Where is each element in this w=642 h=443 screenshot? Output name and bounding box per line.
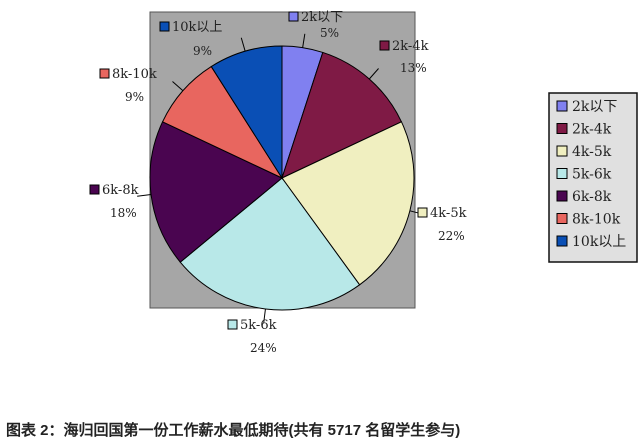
- slice-category-label: 6k-8k: [102, 183, 139, 198]
- label-swatch: [417, 207, 428, 218]
- legend-entry: 2k以下: [572, 99, 617, 115]
- slice-percent-label: 24%: [250, 341, 277, 355]
- leader-line: [240, 37, 246, 52]
- slice-percent-label: 13%: [400, 61, 427, 75]
- leader-line: [172, 81, 184, 92]
- slice-percent-label: 5%: [320, 26, 339, 40]
- slice-category-label: 8k-10k: [112, 67, 157, 82]
- legend-swatch: [556, 235, 568, 247]
- legend-entry: 4k-5k: [572, 144, 612, 160]
- leader-line: [263, 308, 266, 323]
- pie-slice-6: [210, 45, 283, 180]
- label-swatch: [159, 21, 170, 32]
- legend-swatch: [556, 190, 568, 202]
- pie-slice-2: [281, 121, 415, 286]
- figure-caption: 图表 2：海归回国第一份工作薪水最低期待(共有 5717 名留学生参与): [6, 422, 461, 439]
- slice-category-label: 2k-4k: [392, 39, 429, 54]
- pie-chart: 2k以下5%2k-4k13%4k-5k22%5k-6k24%6k-8k18%8k…: [89, 10, 638, 355]
- label-swatch: [227, 319, 238, 330]
- legend-swatch: [556, 168, 568, 179]
- legend-swatch: [556, 145, 568, 157]
- legend-swatch: [556, 100, 568, 112]
- slice-percent-label: 22%: [438, 229, 465, 243]
- legend-entry: 10k以上: [572, 234, 626, 250]
- slice-percent-label: 18%: [110, 206, 137, 220]
- slice-percent-label: 9%: [125, 90, 144, 104]
- slice-category-label: 4k-5k: [430, 206, 467, 221]
- slice-category-label: 5k-6k: [240, 318, 277, 333]
- leader-line: [368, 68, 379, 80]
- label-swatch: [379, 40, 390, 51]
- label-swatch: [288, 11, 299, 22]
- legend-entry: 2k-4k: [572, 122, 612, 138]
- pie-slice-1: [281, 51, 403, 179]
- legend-entry: 6k-8k: [572, 189, 612, 205]
- leader-line: [137, 194, 152, 197]
- slice-percent-label: 9%: [193, 44, 212, 58]
- legend-entry: 8k-10k: [572, 212, 621, 228]
- pie-slice-3: [179, 177, 361, 311]
- legend-swatch: [556, 213, 568, 224]
- slice-category-label: 2k以下: [301, 10, 343, 25]
- slice-category-label: 10k以上: [172, 20, 222, 35]
- label-swatch: [99, 68, 110, 79]
- label-swatch: [89, 184, 100, 195]
- leader-line: [302, 33, 306, 48]
- legend-swatch: [556, 123, 568, 134]
- legend-entry: 5k-6k: [572, 167, 612, 183]
